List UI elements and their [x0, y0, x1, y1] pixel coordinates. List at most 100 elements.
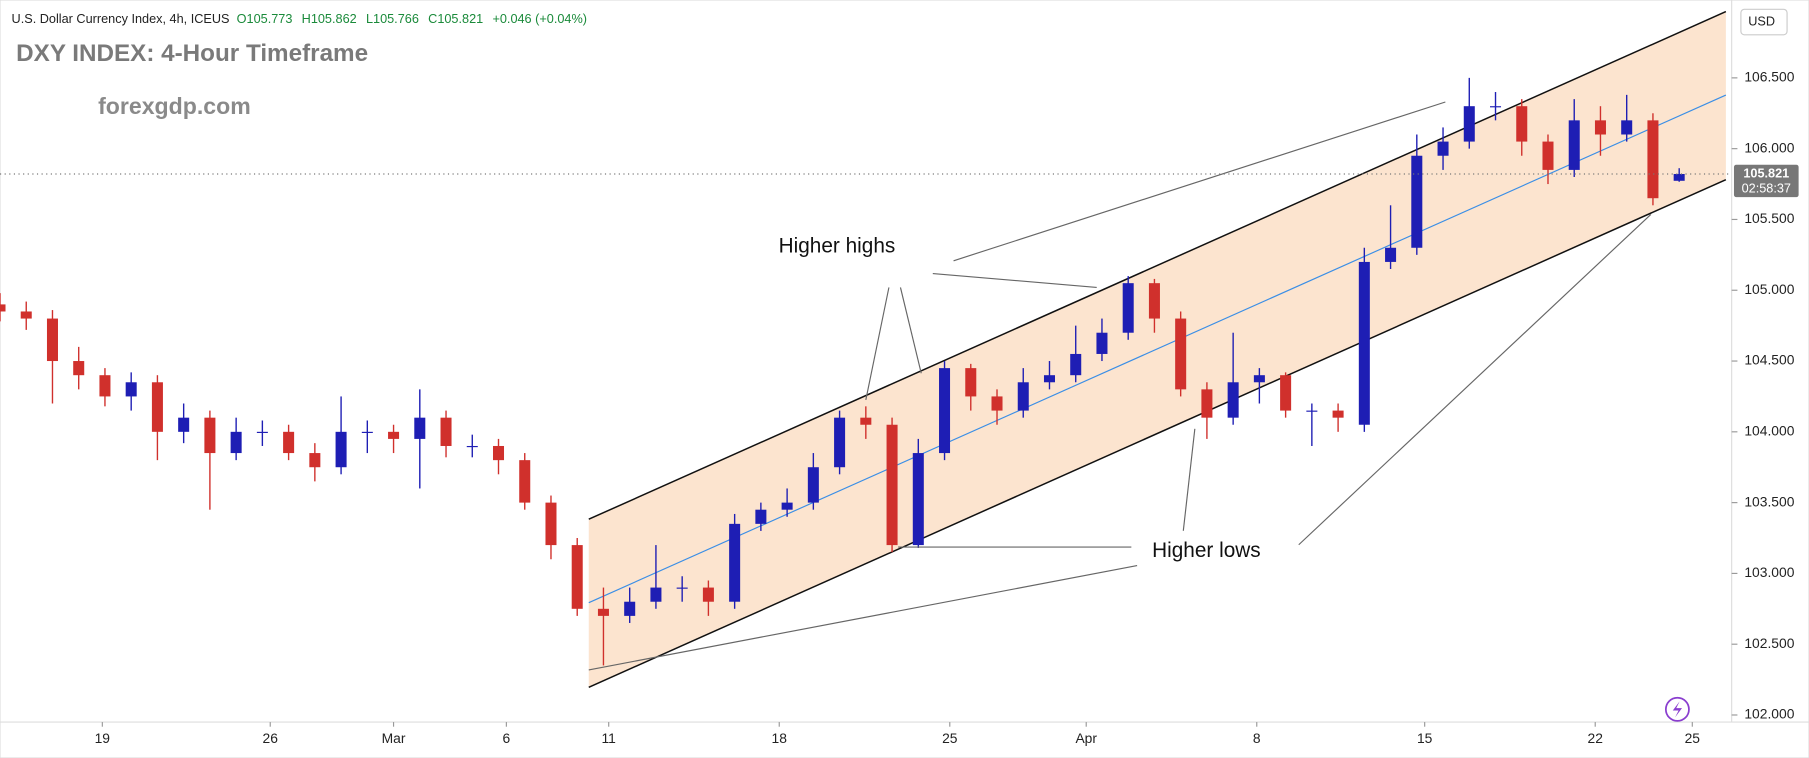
- channel-upper: [588, 10, 1727, 520]
- candle-body: [1017, 382, 1029, 411]
- candle-body: [1385, 247, 1397, 262]
- y-tick-label: 102.000: [1744, 706, 1794, 722]
- channel-lower: [588, 178, 1727, 688]
- y-tick-label: 104.000: [1744, 422, 1794, 438]
- candle-body: [204, 417, 216, 454]
- candle-body: [46, 318, 58, 362]
- candle-body: [1594, 120, 1606, 135]
- candle-body: [283, 431, 295, 454]
- candle-body: [1043, 375, 1055, 383]
- annotation: Higher lows: [1152, 539, 1261, 562]
- x-tick-label: 25: [942, 730, 958, 746]
- x-tick-label: 25: [1685, 730, 1701, 746]
- candle-body: [624, 601, 636, 616]
- candle-body: [151, 382, 163, 432]
- candle-body: [1463, 106, 1475, 142]
- candle-body: [1227, 382, 1239, 418]
- x-tick-label: 8: [1253, 730, 1261, 746]
- y-tick-label: 106.000: [1744, 139, 1794, 155]
- candle-body: [1542, 141, 1554, 170]
- candle-body: [230, 431, 242, 454]
- last-price: 105.821: [1743, 165, 1789, 180]
- candle-body: [912, 453, 924, 546]
- candle-body: [335, 431, 347, 468]
- candle-body: [519, 460, 531, 503]
- title: DXY INDEX: 4-Hour Timeframe: [16, 40, 368, 67]
- candle-body: [73, 361, 85, 376]
- candle-body: [965, 368, 977, 397]
- candle-body: [597, 608, 609, 616]
- candle-body: [571, 545, 583, 609]
- candle-body: [1332, 410, 1344, 418]
- ohlc-label: L105.766: [366, 11, 419, 26]
- candle-body: [99, 375, 111, 397]
- y-tick-label: 102.500: [1744, 635, 1794, 651]
- candle-body: [1673, 174, 1685, 181]
- candle-body: [1175, 318, 1187, 390]
- candle-body: [860, 417, 872, 425]
- y-tick-label: 103.500: [1744, 493, 1794, 509]
- candle-body: [991, 396, 1003, 411]
- ohlc-row: O105.773 H105.862 L105.766 C105.821 +0.046 (…: [237, 11, 587, 26]
- candle-body: [440, 417, 452, 446]
- x-tick-label: 11: [602, 730, 617, 746]
- candle-body: [1148, 283, 1160, 319]
- candle-body: [1358, 261, 1370, 425]
- annotation-pointers: [588, 101, 1652, 671]
- x-tick-label: 15: [1417, 730, 1433, 746]
- candle-body: [702, 587, 714, 602]
- candle-body: [1306, 410, 1318, 412]
- candle-body: [755, 509, 767, 524]
- symbol: U.S. Dollar Currency Index, 4h, ICEUS: [12, 11, 230, 26]
- y-tick-label: 105.000: [1744, 281, 1794, 297]
- channel-mid: [588, 94, 1727, 604]
- candle-body: [1437, 141, 1449, 156]
- candle-body: [650, 587, 662, 602]
- candle-body: [256, 431, 268, 433]
- candle-body: [676, 587, 688, 589]
- countdown: 02:58:37: [1742, 180, 1791, 195]
- candle-body: [1411, 155, 1423, 248]
- candle-body: [388, 431, 400, 439]
- candle-body: [1568, 120, 1580, 170]
- candle-body: [1096, 332, 1108, 354]
- y-tick-label: 106.500: [1744, 69, 1794, 85]
- candle-body: [125, 382, 137, 397]
- candle-body: [1253, 375, 1265, 383]
- x-tick-label: Apr: [1075, 730, 1097, 746]
- candle-body: [0, 304, 6, 312]
- candle-body: [545, 502, 557, 546]
- candle-body: [1621, 120, 1633, 135]
- x-tick-label: Mar: [382, 730, 406, 746]
- annotation: Higher highs: [779, 234, 896, 257]
- candle-body: [807, 467, 819, 503]
- watermark: forexgdp.com: [98, 93, 251, 119]
- candle-body: [20, 311, 32, 319]
- candle-body: [1516, 106, 1528, 142]
- candle-body: [1201, 389, 1213, 418]
- currency[interactable]: USD: [1748, 13, 1775, 28]
- x-tick-label: 22: [1588, 730, 1604, 746]
- x-tick-label: 18: [772, 730, 788, 746]
- candle-body: [466, 445, 478, 448]
- candle-body: [886, 424, 898, 546]
- last-price-box: [1733, 164, 1799, 198]
- candle-body: [414, 417, 426, 439]
- candle-body: [1647, 120, 1659, 199]
- y-tick-label: 104.500: [1744, 352, 1794, 368]
- currency-box[interactable]: [1740, 8, 1788, 36]
- candle-body: [178, 417, 190, 432]
- candle-body: [834, 417, 846, 468]
- ohlc-label: C105.821: [428, 11, 483, 26]
- ohlc-label: +0.046 (+0.04%): [492, 11, 587, 26]
- y-tick-label: 105.500: [1744, 210, 1794, 226]
- candle-body: [729, 523, 741, 602]
- candle-body: [1490, 106, 1502, 108]
- candle-body: [1280, 375, 1292, 411]
- candle-body: [492, 445, 505, 461]
- candle-body: [939, 368, 951, 454]
- candle-body: [1070, 353, 1082, 376]
- y-tick-label: 103.000: [1744, 564, 1794, 580]
- ohlc-label: H105.862: [302, 11, 357, 26]
